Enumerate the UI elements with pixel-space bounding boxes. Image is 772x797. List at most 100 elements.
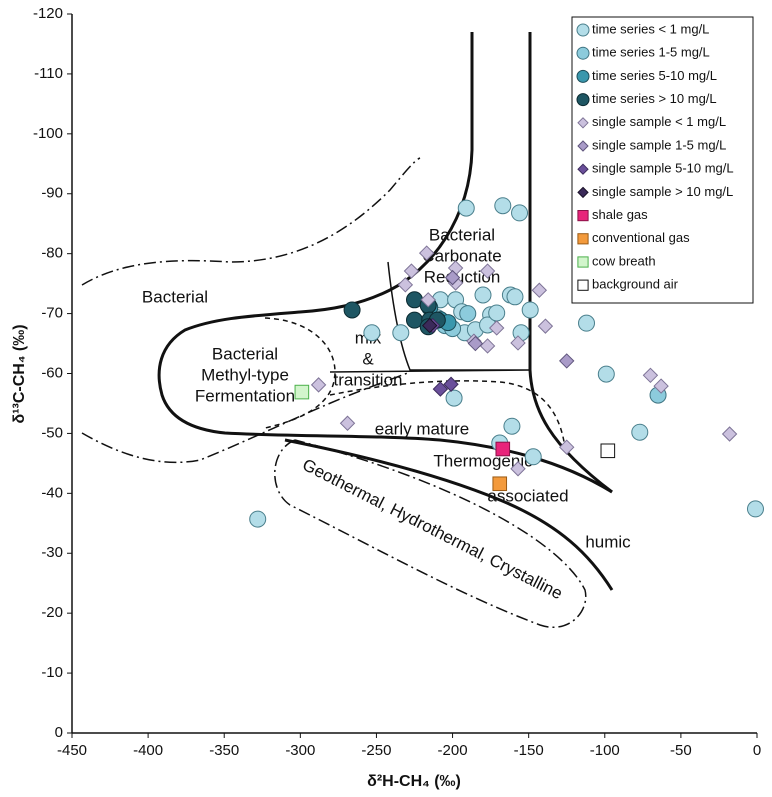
x-tick-label: -50 — [670, 742, 692, 759]
y-tick-label: -110 — [34, 65, 63, 82]
data-point — [392, 324, 410, 342]
y-tick-label: 0 — [55, 724, 63, 741]
x-tick-label: -200 — [438, 742, 468, 759]
legend-label: single sample 1-5 mg/L — [592, 137, 726, 152]
data-point — [443, 376, 459, 392]
data-point — [492, 476, 508, 492]
legend-marker — [577, 256, 589, 268]
data-point — [397, 277, 414, 293]
bacterial-zone — [81, 157, 421, 464]
data-point — [488, 304, 506, 322]
data-point — [363, 324, 381, 342]
x-tick-label: 0 — [753, 742, 761, 759]
data-point — [445, 389, 463, 407]
y-tick-label: -70 — [41, 305, 63, 322]
geothermal-zone — [274, 439, 587, 628]
region-boundaries — [81, 32, 614, 628]
y-tick-label: -50 — [41, 424, 63, 441]
x-tick-label: -250 — [361, 742, 391, 759]
legend-label: cow breath — [592, 253, 656, 268]
legend-label: shale gas — [592, 207, 648, 222]
data-point — [474, 286, 492, 304]
data-point — [418, 245, 435, 261]
legend-label: time series 1-5 mg/L — [592, 45, 710, 60]
legend-marker — [577, 140, 589, 152]
legend-label: time series > 10 mg/L — [592, 91, 717, 106]
legend-marker — [577, 163, 589, 175]
legend-marker — [576, 46, 590, 60]
data-point — [537, 318, 554, 334]
legend-marker — [576, 93, 590, 107]
y-tick-label: -60 — [41, 364, 63, 381]
legend-marker — [577, 117, 589, 129]
data-point — [310, 377, 327, 393]
y-tick-label: -90 — [41, 185, 63, 202]
legend-label: time series 5-10 mg/L — [592, 68, 717, 83]
y-axis-title: δ¹³C-CH₄ (‰) — [11, 324, 28, 423]
y-tick-label: -10 — [41, 664, 63, 681]
region-label: humic — [585, 532, 631, 551]
legend-label: background air — [592, 277, 679, 292]
data-point — [597, 365, 615, 383]
legend-label: single sample < 1 mg/L — [592, 114, 726, 129]
data-point — [559, 439, 575, 455]
region-label: associated — [487, 486, 568, 505]
data-point — [503, 417, 521, 435]
data-point — [494, 197, 512, 215]
x-tick-label: -300 — [285, 742, 315, 759]
data-point — [578, 314, 596, 332]
carbonate-boundary — [528, 32, 613, 494]
region-label: transition — [334, 370, 403, 389]
region-label: Fermentation — [195, 386, 295, 405]
data-point — [642, 367, 659, 384]
data-point — [403, 263, 420, 279]
y-tick-label: -100 — [33, 125, 63, 142]
legend-label: conventional gas — [592, 230, 690, 245]
y-tick-label: -20 — [41, 604, 63, 621]
x-tick-label: -400 — [133, 742, 163, 759]
data-point — [432, 381, 449, 397]
legend-box — [571, 16, 754, 304]
region-label: Bacterial — [142, 287, 208, 306]
data-point — [653, 378, 669, 394]
data-point — [721, 426, 738, 442]
data-point — [510, 335, 526, 351]
humic-boundary — [284, 438, 614, 591]
data-point — [294, 384, 310, 400]
data-point — [457, 199, 475, 217]
data-point — [631, 423, 649, 441]
legend-marker — [576, 69, 590, 83]
data-point — [339, 415, 356, 431]
x-tick-label: -100 — [590, 742, 620, 759]
y-tick-label: -80 — [41, 245, 63, 262]
data-point — [249, 510, 267, 528]
legend-marker — [576, 23, 590, 37]
legend-label: time series < 1 mg/L — [592, 21, 709, 36]
region-label: early mature — [375, 419, 469, 438]
data-point — [600, 443, 616, 459]
mix-box — [329, 261, 531, 373]
data-point — [343, 301, 361, 319]
legend-marker — [577, 279, 589, 291]
y-tick-label: -30 — [41, 544, 63, 561]
y-tick-label: -120 — [33, 5, 63, 22]
data-point — [524, 448, 542, 466]
data-point — [510, 461, 526, 477]
x-tick-label: -350 — [209, 742, 239, 759]
data-point — [531, 282, 548, 298]
legend-marker — [577, 210, 589, 222]
data-point — [479, 338, 496, 354]
legend-label: single sample > 10 mg/L — [592, 184, 733, 199]
data-point — [521, 301, 539, 319]
data-point — [511, 204, 529, 222]
region-label: & — [362, 349, 374, 368]
legend-label: single sample 5-10 mg/L — [592, 161, 734, 176]
methyl-fermentation-dashed — [264, 317, 336, 429]
data-point — [488, 320, 505, 336]
data-point — [444, 269, 461, 286]
region-label: Bacterial — [429, 225, 495, 244]
data-point — [479, 263, 496, 279]
data-point — [746, 500, 764, 518]
x-tick-label: -450 — [57, 742, 87, 759]
